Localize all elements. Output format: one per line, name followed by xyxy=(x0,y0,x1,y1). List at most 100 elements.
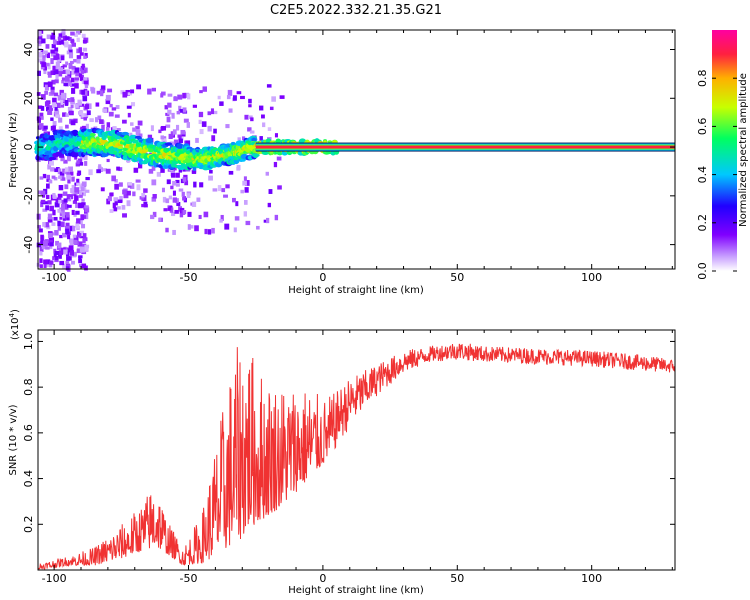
spectral-cell xyxy=(118,167,123,172)
spectral-cell xyxy=(245,180,250,186)
spectral-cell xyxy=(79,246,85,253)
spectral-cell xyxy=(82,96,88,102)
spectral-cell xyxy=(243,199,248,205)
spectral-cell xyxy=(70,83,75,87)
ridge-cell xyxy=(147,148,154,153)
spectral-cell xyxy=(43,125,48,130)
spectral-cell xyxy=(54,230,59,236)
spectral-cell xyxy=(65,61,69,66)
spectral-cell xyxy=(169,207,174,213)
spectral-cell xyxy=(133,167,139,173)
spectral-cell xyxy=(40,105,45,111)
spectral-cell xyxy=(123,192,129,199)
spectral-cell xyxy=(174,209,179,214)
spectral-cell xyxy=(67,204,72,208)
spectral-cell xyxy=(63,170,69,175)
spectrogram-xtick-label: 50 xyxy=(450,271,464,284)
spectral-cell xyxy=(221,188,226,193)
spectral-cell xyxy=(78,202,83,209)
colorbar-gradient xyxy=(712,30,737,271)
spectral-cell xyxy=(61,97,66,102)
spectral-cell xyxy=(63,198,68,203)
spectral-cell xyxy=(165,198,170,204)
spectral-cell xyxy=(76,172,81,176)
spectral-cell xyxy=(202,86,207,92)
spectral-cell xyxy=(52,97,57,104)
spectral-cell xyxy=(184,92,189,98)
spectral-cell xyxy=(70,77,75,83)
spectral-cell xyxy=(224,223,230,230)
spectral-cell xyxy=(70,120,76,126)
spectral-cell xyxy=(106,158,110,163)
spectral-cell xyxy=(47,164,52,170)
spectral-cell xyxy=(40,116,44,120)
spectral-cell xyxy=(39,251,43,256)
spectral-cell xyxy=(75,210,80,215)
spectral-cell xyxy=(38,105,43,109)
spectral-cell xyxy=(57,208,62,213)
spectral-cell xyxy=(65,124,69,129)
spectral-cell xyxy=(117,199,123,204)
spectral-cell xyxy=(236,91,242,95)
spectral-cell xyxy=(61,92,66,99)
spectral-cell xyxy=(40,234,44,240)
spectral-cell xyxy=(77,99,82,103)
spectral-cell xyxy=(161,187,165,193)
spectral-cell xyxy=(73,239,78,245)
spectral-cell xyxy=(70,97,75,102)
spectral-cell xyxy=(69,60,74,64)
spectral-cell xyxy=(74,67,80,73)
spectral-cell xyxy=(70,104,74,109)
spectral-cell xyxy=(266,217,270,224)
spectral-cell xyxy=(248,115,253,119)
spectral-cell xyxy=(83,77,88,82)
spectral-cell xyxy=(59,216,63,220)
spectral-cell xyxy=(186,193,191,199)
colorbar-label: Normalized spectral amplitude xyxy=(738,73,749,227)
spectral-cell xyxy=(81,223,86,229)
spectral-cell xyxy=(228,170,234,175)
spectral-cell xyxy=(191,201,197,207)
spectral-cell xyxy=(256,225,260,230)
spectral-cell xyxy=(114,183,119,190)
spectral-cell xyxy=(217,95,221,100)
spectral-cell xyxy=(72,225,76,232)
spectral-cell xyxy=(79,162,84,166)
spectral-cell xyxy=(60,221,65,228)
spectral-cell xyxy=(47,213,53,220)
spectral-cell xyxy=(219,101,224,106)
spectrogram-xtick-label: 100 xyxy=(581,271,602,284)
spectral-cell xyxy=(142,195,147,202)
spectral-cell xyxy=(143,188,148,193)
spectral-cell xyxy=(53,92,59,97)
spectral-cell xyxy=(178,188,184,192)
spectral-cell xyxy=(119,196,123,203)
spectral-cell xyxy=(36,213,41,220)
spectral-cell xyxy=(82,69,87,74)
spectral-cell xyxy=(65,266,70,271)
spectral-cell xyxy=(228,108,233,113)
spectral-cell xyxy=(81,89,85,95)
spectral-cell xyxy=(38,51,43,58)
spectral-cell xyxy=(52,192,56,198)
spectral-cell xyxy=(47,110,53,115)
spectral-cell xyxy=(74,195,79,201)
spectral-cell xyxy=(85,176,90,181)
spectral-cell xyxy=(66,247,70,254)
spectral-cell xyxy=(59,171,65,176)
spectral-cell xyxy=(47,81,53,88)
spectral-cell xyxy=(167,93,173,97)
spectral-cell xyxy=(71,69,76,75)
spectral-cell xyxy=(203,211,209,218)
spectral-cell xyxy=(168,133,173,140)
spectral-cell xyxy=(166,116,171,123)
spectral-cell xyxy=(52,121,57,126)
spectral-cell xyxy=(78,233,82,238)
spectral-cell xyxy=(130,89,135,94)
spectral-cell xyxy=(61,80,65,84)
spectral-cell xyxy=(271,96,276,102)
spectral-cell xyxy=(150,214,155,220)
spectral-cell xyxy=(81,198,85,202)
spectral-cell xyxy=(81,192,87,197)
